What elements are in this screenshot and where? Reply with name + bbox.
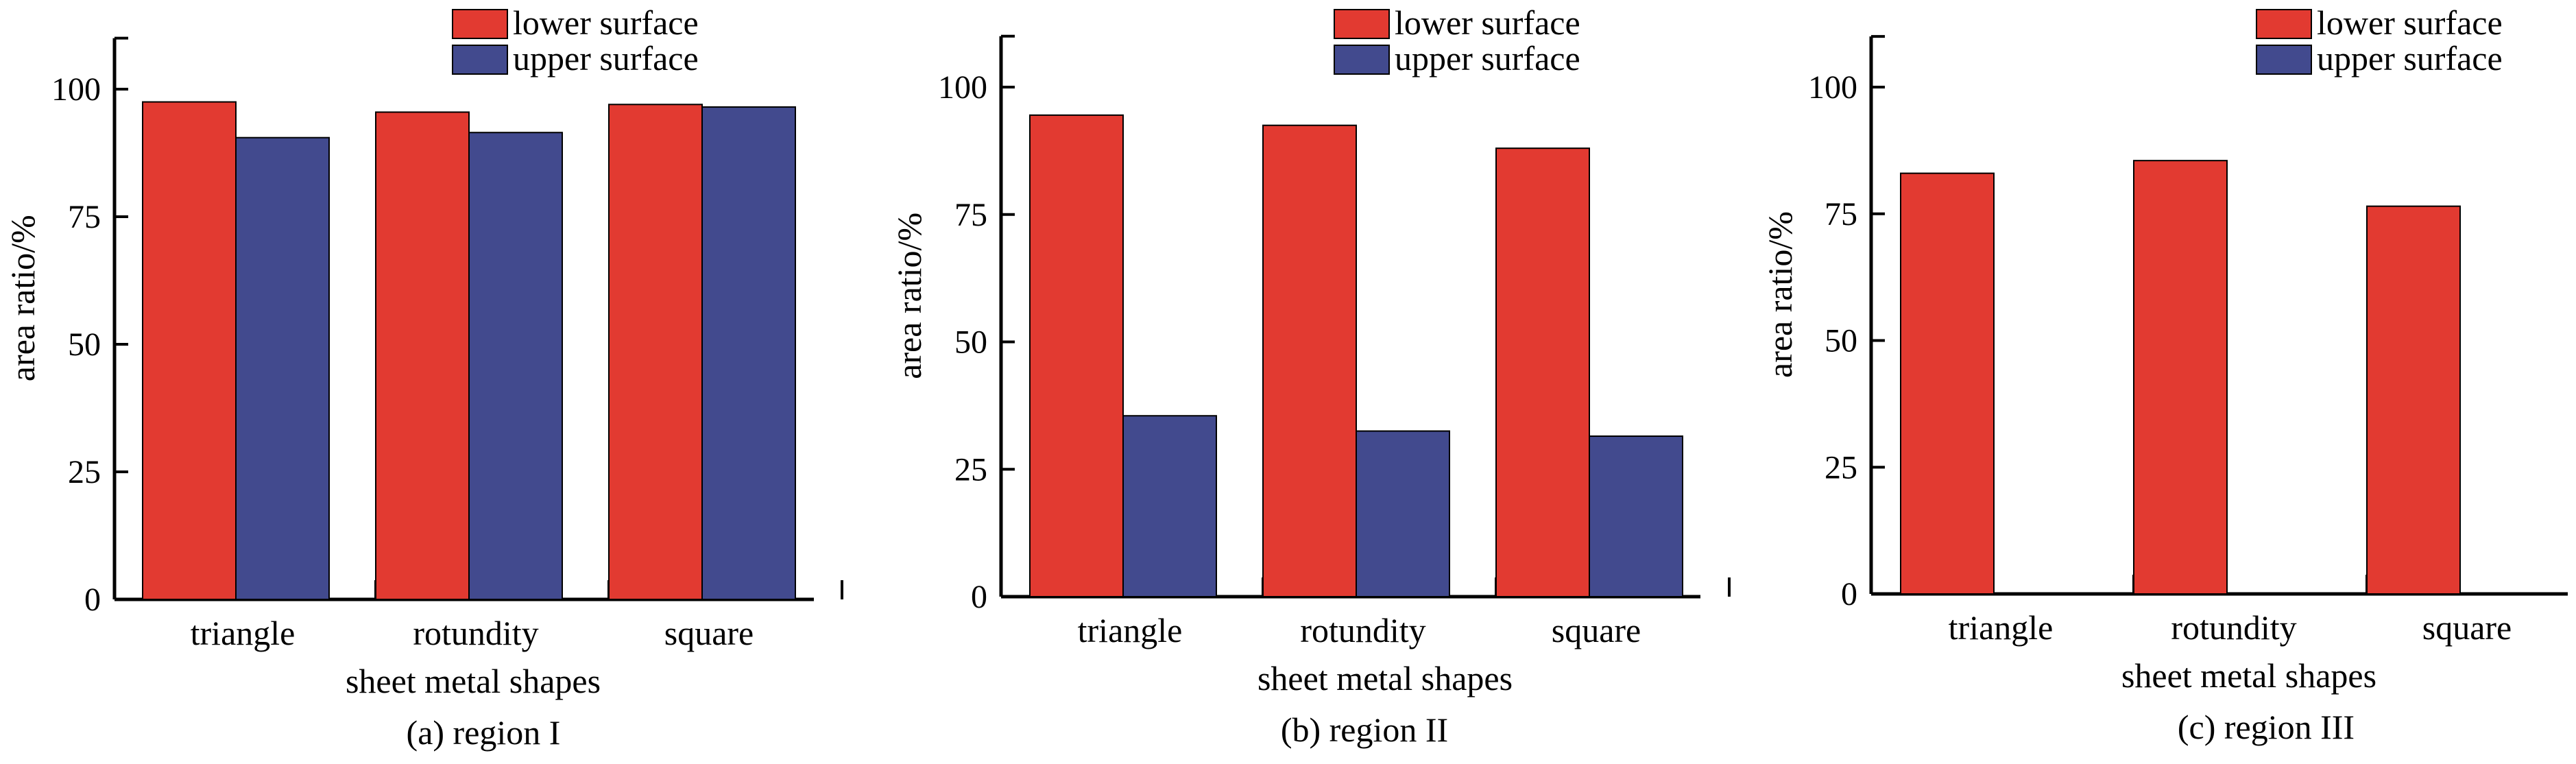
bar-upper-surface-triangle bbox=[235, 136, 330, 600]
x-tick-label: triangle bbox=[1949, 608, 2054, 647]
y-tick-label: 100 bbox=[938, 69, 987, 106]
x-tick-label: triangle bbox=[191, 614, 296, 652]
legend-swatch-lower-surface bbox=[1334, 9, 1390, 39]
legend-swatch-upper-surface bbox=[2256, 45, 2312, 75]
y-axis-label: area ratio/% bbox=[1761, 211, 1799, 378]
bar-lower-surface-triangle bbox=[1900, 172, 1995, 595]
bar-upper-surface-square bbox=[701, 106, 796, 601]
legend-label-lower-surface: lower surface bbox=[1395, 3, 1580, 42]
bar-upper-surface-rotundity bbox=[1356, 430, 1450, 598]
y-tick-label: 0 bbox=[971, 579, 987, 615]
bar-lower-surface-triangle bbox=[142, 101, 237, 601]
chart-caption: (c) region III bbox=[2178, 708, 2355, 746]
y-tick-label: 25 bbox=[954, 451, 987, 488]
bar-lower-surface-square bbox=[1495, 147, 1590, 598]
bar-lower-surface-rotundity bbox=[1262, 124, 1357, 598]
legend-label-lower-surface: lower surface bbox=[2317, 3, 2503, 42]
legend-swatch-upper-surface bbox=[452, 45, 508, 75]
y-tick-label: 100 bbox=[51, 71, 101, 108]
chart-panel-2: 0 25 50 75 100 triangle rotundity square sheet m… bbox=[890, 3, 1731, 749]
x-tick-label: rotundity bbox=[2171, 608, 2296, 647]
chart-panel-1: 0 25 50 75 100 triangle rotundity square sheet m… bbox=[3, 3, 843, 752]
x-tick-label: square bbox=[2422, 608, 2512, 647]
y-tick-label: 75 bbox=[954, 197, 987, 233]
x-tick-label: rotundity bbox=[413, 614, 538, 652]
y-tick-label: 50 bbox=[954, 324, 987, 361]
bar-lower-surface-square bbox=[2366, 205, 2461, 595]
y-axis-label: area ratio/% bbox=[890, 213, 928, 379]
y-tick-label: 75 bbox=[68, 199, 101, 235]
bar-upper-surface-triangle bbox=[1122, 415, 1217, 597]
y-tick-label: 25 bbox=[1825, 449, 1857, 486]
legend-swatch-upper-surface bbox=[1334, 45, 1390, 75]
y-tick-label: 100 bbox=[1808, 69, 1857, 106]
y-tick-label: 50 bbox=[68, 326, 101, 363]
x-tick-label: rotundity bbox=[1300, 611, 1425, 649]
chart-caption: (a) region I bbox=[407, 713, 561, 752]
chart-caption: (b) region II bbox=[1281, 711, 1448, 749]
legend-swatch-lower-surface bbox=[452, 9, 508, 39]
legend-label-upper-surface: upper surface bbox=[1395, 39, 1580, 77]
bar-lower-surface-rotundity bbox=[2133, 160, 2228, 595]
y-tick-label: 0 bbox=[1841, 576, 1857, 612]
y-tick-label: 25 bbox=[68, 454, 101, 490]
bar-upper-surface-rotundity bbox=[468, 132, 563, 601]
y-tick-label: 75 bbox=[1825, 196, 1857, 232]
x-axis-label: sheet metal shapes bbox=[346, 662, 601, 700]
bar-lower-surface-triangle bbox=[1029, 114, 1124, 598]
x-tick-label: square bbox=[1552, 611, 1641, 649]
x-tick-label: square bbox=[664, 614, 754, 652]
bar-lower-surface-square bbox=[608, 104, 703, 600]
legend-label-lower-surface: lower surface bbox=[513, 3, 699, 42]
x-axis-label: sheet metal shapes bbox=[1257, 659, 1513, 697]
x-axis-label: sheet metal shapes bbox=[2121, 656, 2376, 695]
chart-panel-3: 0 25 50 75 100 triangle rotundity square sheet m… bbox=[1761, 3, 2568, 746]
y-axis-label: area ratio/% bbox=[3, 215, 42, 381]
legend-label-upper-surface: upper surface bbox=[2317, 39, 2503, 77]
x-tick-label: triangle bbox=[1078, 611, 1183, 649]
bar-lower-surface-rotundity bbox=[375, 111, 470, 601]
y-tick-label: 50 bbox=[1825, 323, 1857, 359]
legend-label-upper-surface: upper surface bbox=[513, 39, 699, 77]
y-tick-label: 0 bbox=[84, 582, 101, 618]
bar-upper-surface-square bbox=[1589, 435, 1683, 598]
legend-swatch-lower-surface bbox=[2256, 9, 2312, 39]
